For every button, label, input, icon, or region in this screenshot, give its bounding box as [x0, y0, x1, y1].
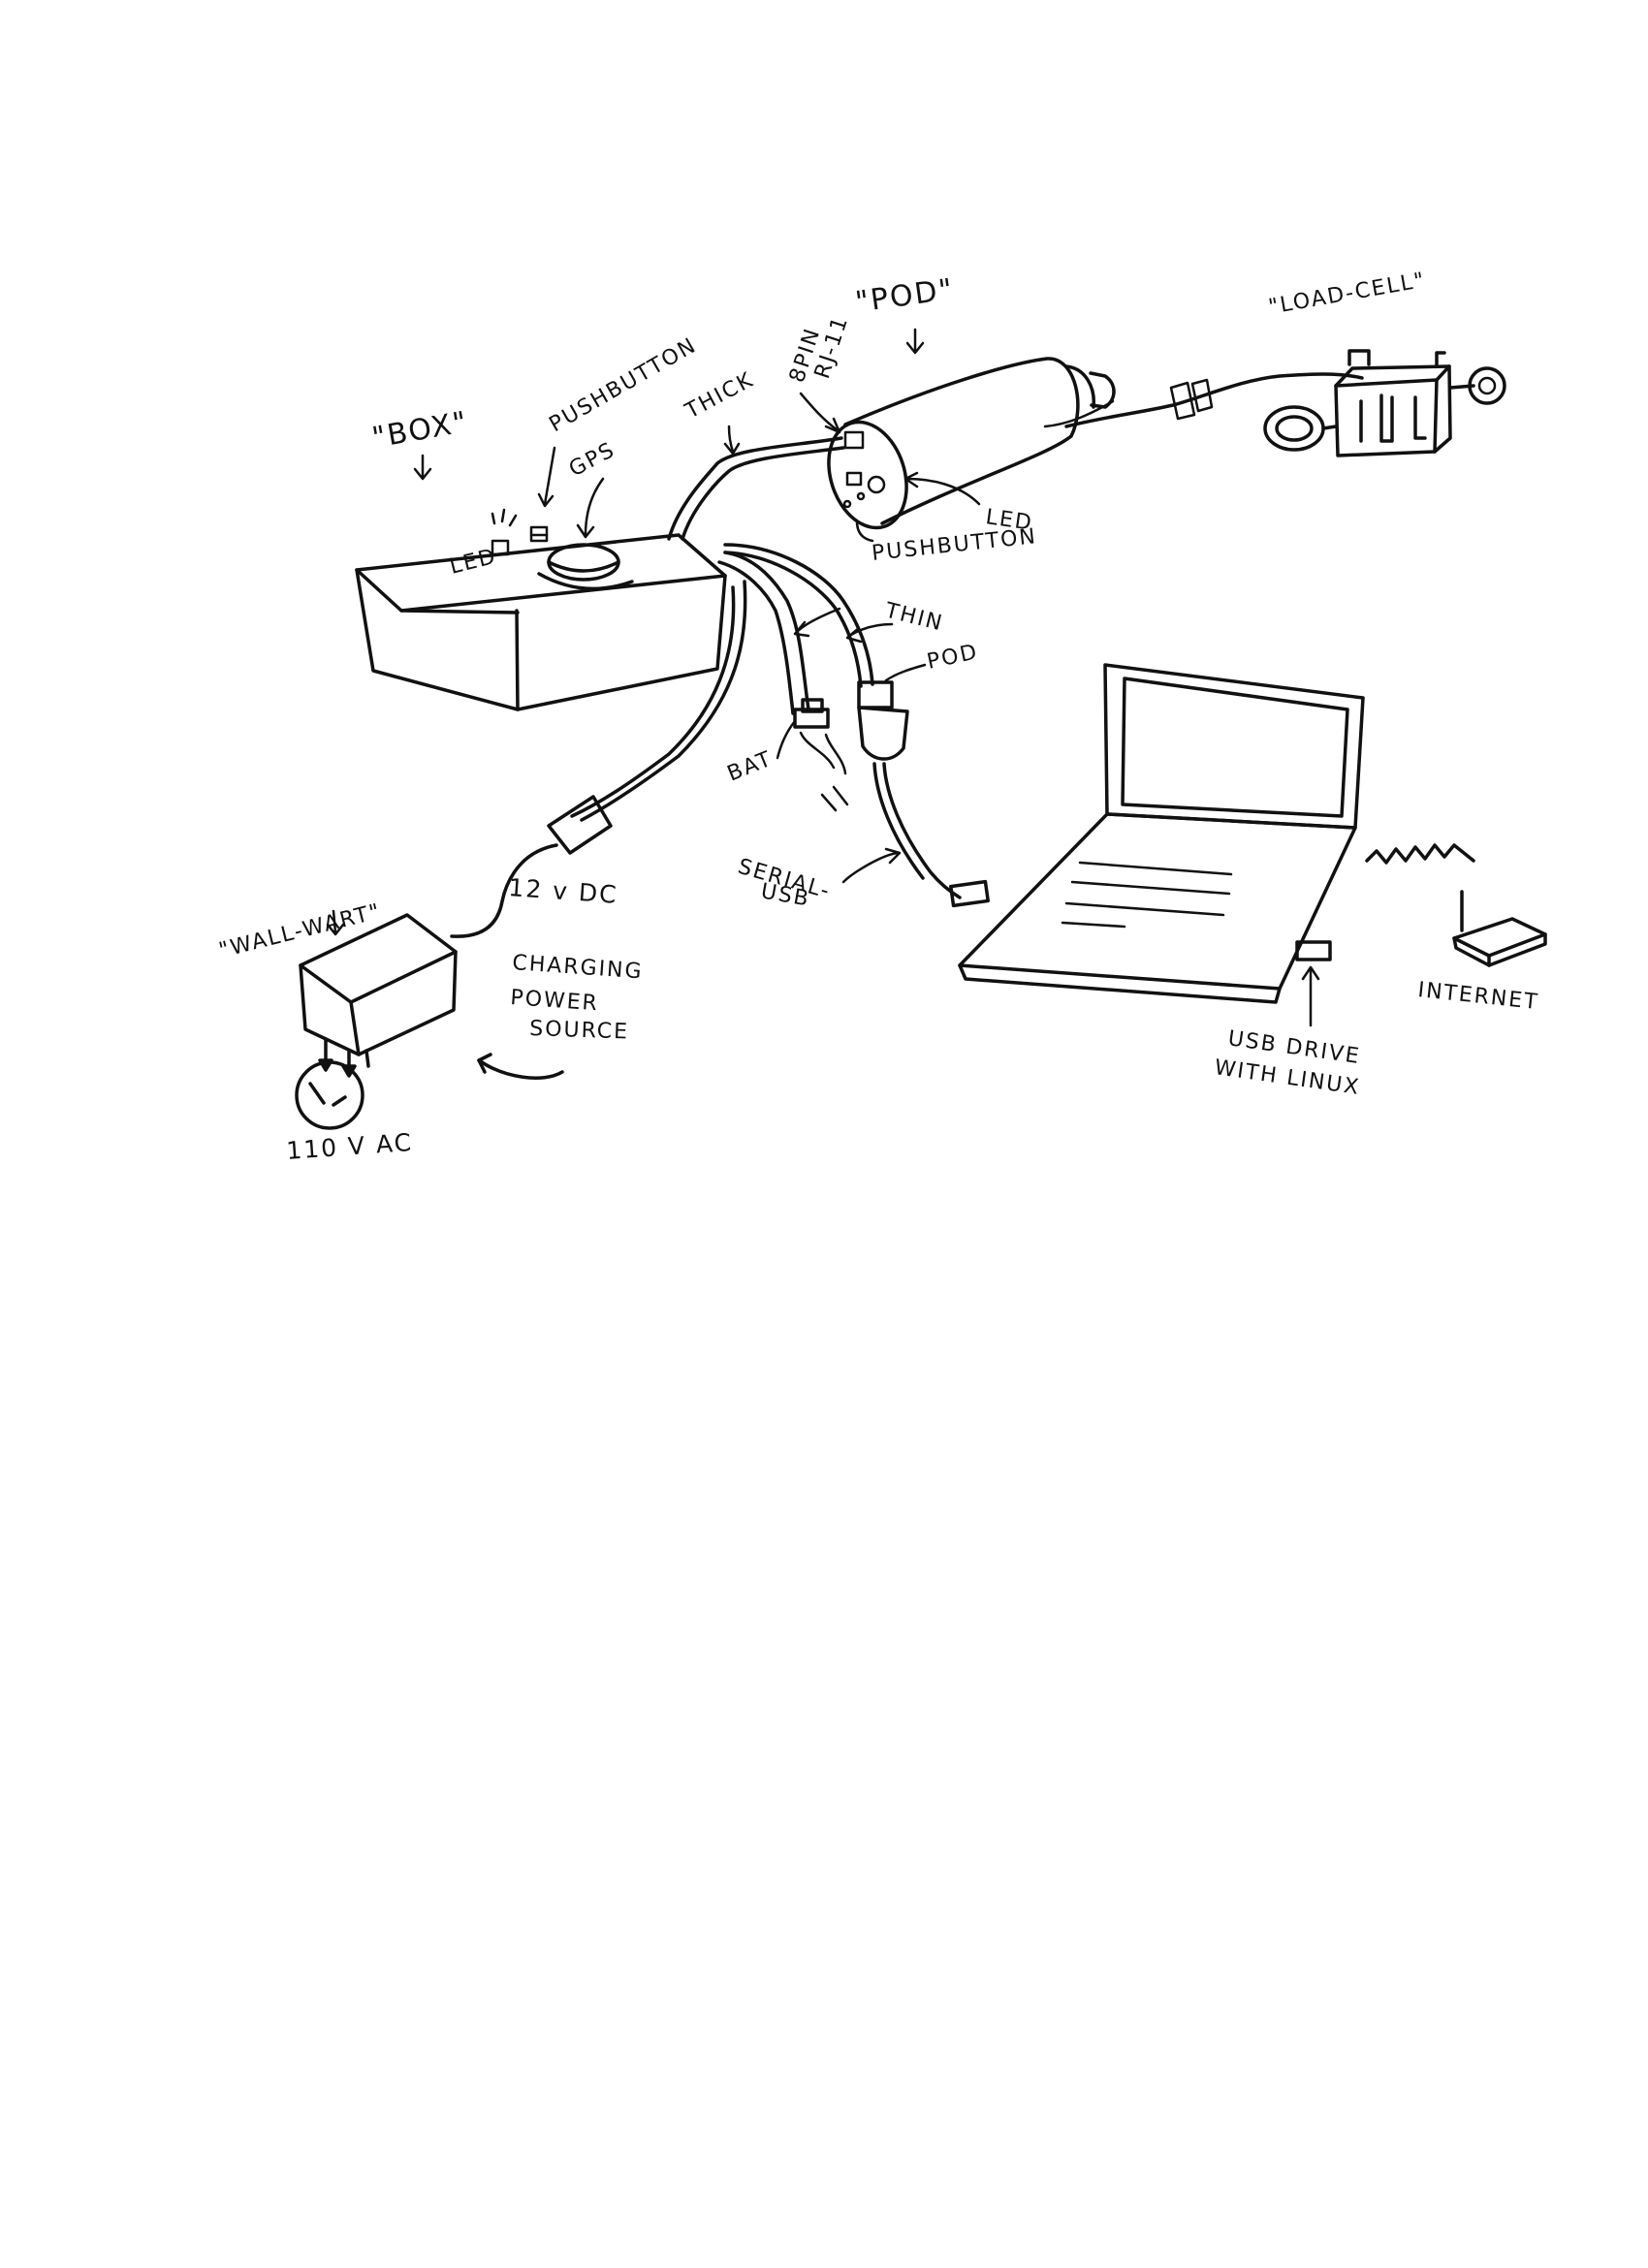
label-12vdc: 12 v DC: [508, 873, 619, 909]
label-110v-ac: 110 V AC: [285, 1128, 414, 1165]
ac-outlet: [295, 1060, 364, 1130]
wall-wart-arrow: [326, 909, 345, 936]
label-pod-pushbutton: PUSHBUTTON: [871, 524, 1038, 566]
rj11-arrow: [799, 392, 841, 434]
load-cell-cable: [1064, 372, 1364, 428]
pod-cylinder: [827, 357, 1116, 530]
pod-led-arrow: [903, 471, 981, 506]
label-pod-plug: POD: [925, 640, 981, 675]
label-gps: GPS: [565, 438, 619, 483]
dc-power-cable: [580, 580, 747, 822]
pod-pushbutton-arrow: [855, 520, 874, 543]
label-pushbutton-top: PUSHBUTTON: [546, 333, 702, 437]
thin-cable-pod: [723, 543, 874, 686]
pushbutton-arrow: [537, 446, 556, 508]
wall-wart: [299, 913, 458, 1078]
bat-plug: [793, 698, 849, 812]
label-bat: BAT: [724, 746, 776, 786]
label-load-cell: "LOAD-CELL": [1267, 268, 1428, 320]
pod-plug: [857, 680, 990, 908]
ferrite-bead: [547, 795, 613, 855]
gps-dome: [537, 543, 634, 591]
label-internet: INTERNET: [1416, 978, 1539, 1015]
charging-arrow: [477, 1058, 564, 1080]
box-arrow: [413, 454, 432, 481]
label-source: SOURCE: [529, 1017, 630, 1045]
thick-arrow: [723, 425, 741, 456]
label-box: "BOX": [369, 405, 470, 456]
usb-drive-arrow: [1301, 965, 1320, 1027]
thick-cable: [667, 436, 843, 541]
pod-title-arrow: [905, 328, 925, 355]
thin-cable-bat: [723, 551, 810, 711]
gps-arrow: [576, 477, 605, 539]
wifi-squiggle: [1365, 843, 1475, 865]
load-cell-arrow: [1043, 399, 1115, 428]
label-wall-wart: "WALL-WART": [216, 899, 384, 963]
label-box-led: LED: [447, 545, 499, 580]
thin-arrow: [845, 622, 894, 644]
label-thick: THICK: [681, 367, 758, 424]
label-charging: CHARGING: [512, 951, 645, 984]
box-enclosure: [355, 533, 727, 711]
serial-usb-arrow: [841, 847, 902, 884]
bat-arrow: [776, 719, 797, 760]
internet-router: [1452, 890, 1547, 967]
label-power: POWER: [510, 986, 600, 1016]
load-cell: [1263, 349, 1506, 457]
pod-plug-arrow: [884, 663, 927, 682]
box-pushbutton-icon: [529, 525, 549, 543]
label-pod-title: "POD": [853, 272, 956, 320]
label-thin: THIN: [882, 598, 946, 636]
laptop: [958, 663, 1365, 1004]
box-led-icon: [491, 508, 518, 556]
